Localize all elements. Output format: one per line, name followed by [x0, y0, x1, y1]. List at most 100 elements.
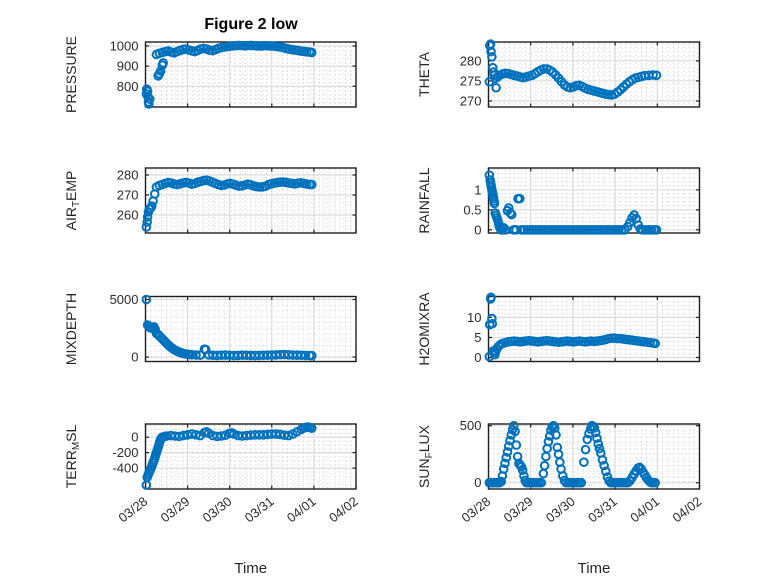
data-point: [612, 333, 623, 344]
data-markers: [484, 292, 660, 362]
data-markers: [141, 40, 317, 109]
data-markers: [141, 422, 317, 490]
data-point: [551, 430, 561, 440]
data-point: [575, 225, 586, 235]
y-axis-label: AIRTEMP: [63, 171, 82, 231]
y-tick-label: 800: [117, 79, 139, 94]
data-point: [587, 225, 598, 235]
data-point: [549, 225, 559, 235]
data-point: [511, 440, 522, 450]
x-tick-label: 04/02: [669, 494, 704, 526]
y-tick-label: 0: [474, 350, 481, 365]
x-tick-label: 03/31: [585, 494, 620, 526]
x-axis-title: Time: [578, 560, 611, 577]
y-axis-label: TERRMSL: [63, 424, 82, 488]
x-tick-label: 03/30: [200, 494, 235, 526]
data-point: [640, 225, 651, 235]
y-tick-label: 1000: [110, 39, 139, 54]
subplot-theta: 280 275 270 THETA: [416, 39, 701, 108]
data-point: [538, 64, 549, 74]
y-tick-label: 0.5: [463, 202, 481, 217]
y-tick-label: 280: [460, 53, 482, 68]
x-axis-title: Time: [234, 560, 267, 577]
subplot-rainfall: 1 0.5 0 RAINFALL: [416, 167, 701, 237]
minor-grid: [146, 169, 355, 232]
plot-box: [144, 423, 357, 490]
data-point: [560, 225, 571, 235]
data-point: [578, 225, 589, 235]
data-point: [158, 58, 168, 68]
data-point: [300, 350, 311, 361]
data-point: [510, 426, 520, 437]
y-tick-label: 270: [460, 93, 482, 108]
y-tick-label: 900: [117, 59, 139, 74]
axis-ticks: [144, 168, 357, 233]
subplot-sun-flux: 500 0 SUNFLUX 03/28 03/29 03/30 03/31 04/01 04/0…: [416, 418, 704, 577]
data-point: [563, 225, 574, 235]
data-point: [489, 198, 500, 209]
data-point: [141, 222, 152, 232]
figure-title: Figure 2 low: [204, 16, 298, 33]
x-tick-label: 03/29: [158, 494, 193, 526]
data-point: [589, 423, 600, 433]
data-point: [498, 223, 509, 233]
data-point: [606, 333, 617, 344]
y-tick-label: 0: [131, 430, 138, 445]
y-tick-label: 10: [467, 310, 481, 325]
y-tick-label: 275: [460, 73, 482, 88]
data-point: [593, 225, 604, 235]
data-point: [602, 225, 612, 235]
data-point: [646, 225, 657, 235]
y-tick-label: 5000: [110, 292, 139, 307]
y-tick-label: -200: [112, 445, 138, 460]
data-point: [557, 225, 568, 235]
data-markers: [484, 170, 662, 235]
data-point: [592, 433, 602, 444]
data-point: [584, 225, 595, 235]
data-point: [514, 193, 525, 204]
data-point: [539, 460, 550, 471]
y-tick-label: 0: [474, 475, 481, 490]
data-point: [601, 466, 611, 477]
data-point: [581, 225, 592, 235]
major-grid: [145, 168, 356, 233]
data-point: [141, 294, 152, 305]
data-point: [487, 52, 497, 62]
data-markers: [141, 294, 317, 361]
y-tick-label: 260: [117, 208, 139, 223]
y-axis-label: H2OMIXRA: [416, 292, 432, 366]
minor-grid: [146, 425, 355, 488]
data-point: [608, 225, 618, 235]
data-point: [506, 209, 517, 220]
data-point: [538, 468, 549, 479]
data-point: [540, 225, 550, 235]
minor-grid: [489, 169, 699, 232]
subplot-air-temp: 280 270 260 AIRTEMP: [63, 167, 357, 234]
data-point: [637, 225, 648, 235]
data-point: [306, 350, 317, 361]
data-point: [306, 423, 317, 434]
data-point: [531, 225, 541, 235]
data-point: [572, 225, 583, 235]
data-point: [543, 436, 554, 447]
x-tick-label: 03/31: [242, 494, 277, 526]
data-point: [546, 225, 556, 235]
data-point: [516, 225, 527, 235]
y-axis-label: MIXDEPTH: [63, 293, 79, 365]
y-axis-label: THETA: [416, 51, 432, 97]
data-point: [599, 225, 609, 235]
data-point: [147, 201, 157, 211]
data-point: [544, 431, 555, 441]
data-point: [525, 225, 536, 235]
y-tick-label: 5: [474, 330, 481, 345]
data-point: [614, 225, 624, 235]
data-point: [537, 225, 547, 235]
data-point: [191, 350, 201, 360]
data-point: [651, 70, 662, 81]
subplot-h2omixra: 10 5 0 H2OMIXRA: [416, 292, 701, 366]
data-point: [519, 225, 530, 235]
y-tick-label: 0: [131, 350, 138, 365]
data-point: [306, 47, 317, 58]
